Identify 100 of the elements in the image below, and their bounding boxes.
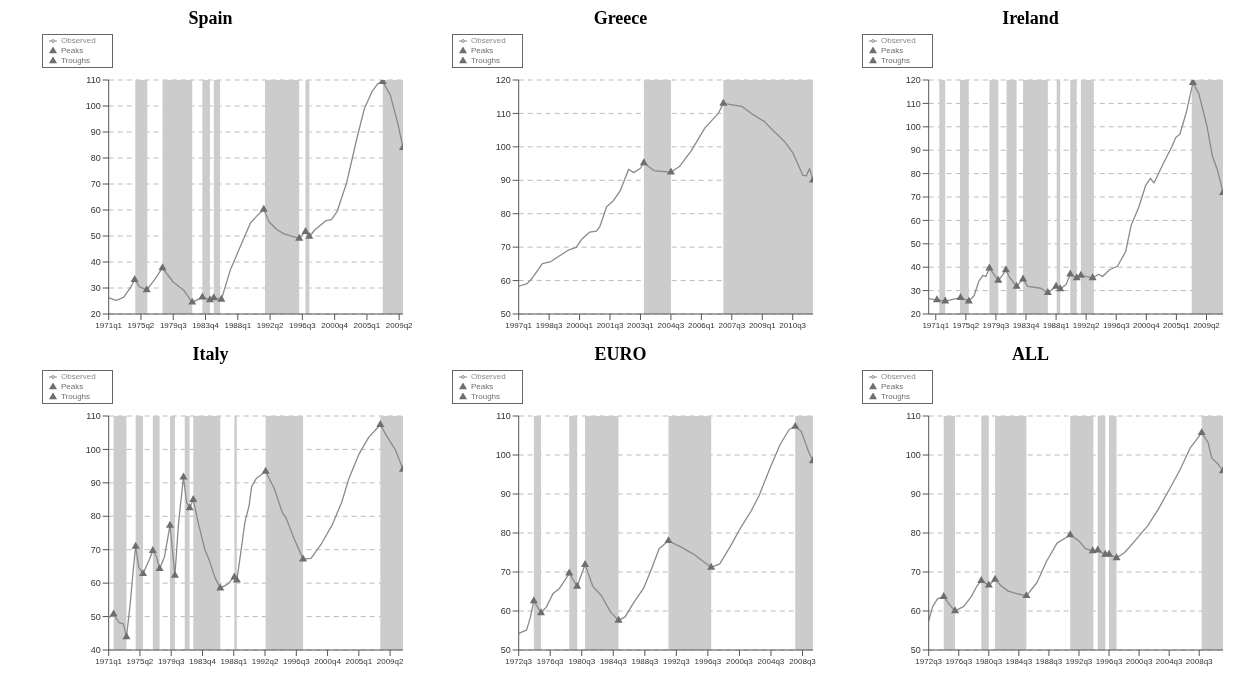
x-tick-label: 2009q2	[385, 320, 414, 330]
y-tick-label: 90	[910, 489, 921, 500]
point	[639, 158, 648, 166]
y-tick-label: 80	[500, 528, 511, 539]
legend-label: Peaks	[61, 382, 84, 391]
legend-label: Troughs	[881, 392, 911, 401]
y-tick-label: 120	[905, 75, 921, 86]
point	[573, 581, 582, 589]
y-tick-label: 90	[90, 127, 101, 138]
y-tick-label: 80	[500, 208, 511, 219]
point	[158, 263, 167, 271]
x-tick-label: 2008q3	[789, 656, 817, 666]
point	[719, 98, 728, 106]
legend-label: Peaks	[61, 46, 84, 55]
point	[1066, 530, 1075, 538]
point	[188, 297, 197, 305]
y-tick-label: 50	[910, 645, 921, 656]
point	[217, 294, 226, 302]
x-tick-label: 1988q1	[220, 656, 248, 666]
y-tick-label: 100	[495, 142, 511, 153]
x-tick-label: 1971q1	[95, 656, 123, 666]
y-tick-label: 90	[910, 145, 921, 156]
legend-label: Troughs	[471, 392, 501, 401]
x-tick-label: 1988q1	[224, 320, 252, 330]
point	[1072, 273, 1081, 281]
x-tick-label: 2000q4	[314, 656, 342, 666]
y-tick-label: 110	[496, 411, 511, 422]
y-tick-label: 20	[90, 309, 101, 320]
x-tick-label: 1992q3	[1065, 656, 1093, 666]
legend-label: Peaks	[881, 46, 904, 55]
y-tick-label: 70	[910, 567, 921, 578]
y-tick-label: 40	[90, 645, 101, 656]
point	[977, 575, 986, 583]
point	[130, 275, 139, 282]
y-tick-label: 30	[910, 285, 921, 296]
y-tick-label: 100	[85, 101, 101, 112]
point	[1197, 428, 1206, 436]
legend-label: Troughs	[881, 56, 911, 65]
x-tick-label: 1983q4	[192, 320, 220, 330]
y-tick-label: 40	[910, 262, 921, 273]
x-tick-label: 2010q3	[779, 320, 807, 330]
x-tick-label: 1971q1	[95, 320, 123, 330]
legend-label: Troughs	[61, 56, 91, 65]
y-tick-label: 80	[910, 528, 921, 539]
x-tick-label: 2007q3	[718, 320, 746, 330]
y-tick-label: 70	[500, 567, 511, 578]
y-tick-label: 50	[500, 645, 511, 656]
x-tick-label: 2005q1	[1163, 320, 1191, 330]
point	[305, 231, 314, 239]
point	[664, 536, 673, 544]
point	[295, 233, 304, 241]
x-tick-label: 1997q1	[505, 320, 533, 330]
x-tick-label: 1979q3	[982, 320, 1010, 330]
x-tick-label: 1976q3	[945, 656, 973, 666]
point	[301, 226, 310, 234]
point	[376, 420, 385, 428]
y-tick-label: 60	[910, 215, 921, 226]
x-tick-label: 2009q2	[376, 656, 405, 666]
y-tick-label: 20	[910, 309, 921, 320]
x-tick-label: 1998q3	[535, 320, 564, 330]
point	[1088, 546, 1097, 554]
x-tick-label: 2005q1	[345, 656, 373, 666]
point	[155, 564, 164, 572]
point	[131, 541, 140, 549]
x-tick-label: 1996q3	[694, 656, 722, 666]
y-tick-label: 60	[500, 606, 511, 617]
point	[1112, 553, 1121, 561]
y-tick-label: 50	[910, 239, 921, 249]
x-tick-label: 2004q3	[657, 320, 685, 330]
chart-title: Italy	[191, 344, 230, 366]
point	[956, 292, 965, 300]
y-tick-label: 70	[90, 544, 101, 555]
y-tick-label: 60	[500, 275, 511, 286]
x-tick-label: 2003q1	[627, 320, 655, 330]
legend-label: Peaks	[881, 382, 904, 391]
x-tick-label: 1980q3	[975, 656, 1003, 666]
x-tick-label: 1992q2	[256, 320, 284, 330]
point	[707, 562, 716, 570]
y-tick-label: 110	[86, 411, 101, 422]
y-tick-label: 60	[90, 205, 101, 216]
point	[791, 421, 800, 429]
x-tick-label: 1983q4	[189, 656, 217, 666]
point	[1066, 269, 1075, 277]
y-tick-label: 70	[90, 179, 101, 190]
x-tick-label: 1988q1	[1042, 320, 1070, 330]
point	[185, 503, 194, 511]
chart-title: Ireland	[1001, 8, 1060, 30]
point	[205, 295, 214, 303]
point	[1022, 591, 1031, 599]
y-tick-label: 50	[90, 611, 101, 622]
x-tick-label: 2009q2	[1193, 320, 1221, 330]
x-tick-label: 2006q1	[688, 320, 716, 330]
y-tick-label: 70	[910, 192, 921, 203]
x-tick-label: 1972q3	[505, 656, 533, 666]
x-tick-label: 2000q4	[321, 320, 349, 330]
y-tick-label: 110	[496, 108, 511, 119]
line-series	[108, 80, 403, 303]
x-tick-label: 1972q3	[915, 656, 943, 666]
point	[666, 167, 675, 175]
x-tick-label: 1992q2	[251, 656, 279, 666]
